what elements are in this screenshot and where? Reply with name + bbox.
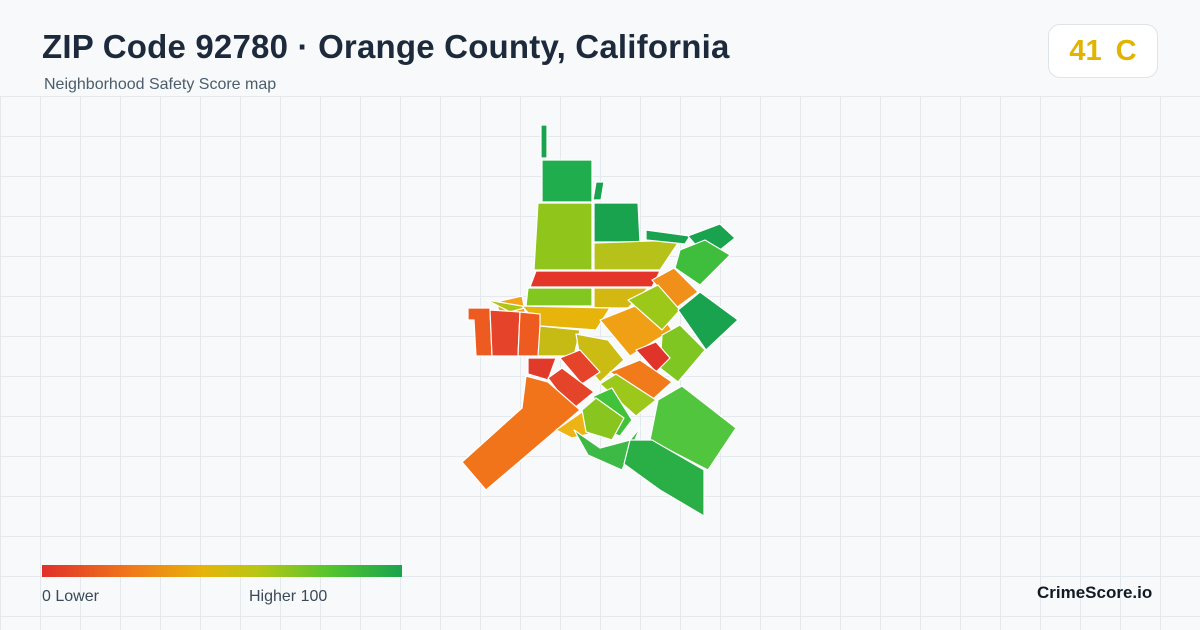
map-region-central-west[interactable] <box>525 287 593 307</box>
map-region-southwest-large[interactable] <box>461 375 581 491</box>
map-region-north-strip[interactable] <box>540 124 548 159</box>
map-region-south-lime[interactable] <box>599 373 657 417</box>
map-region-south-east-corner[interactable] <box>623 439 705 517</box>
map-region-west-block-a[interactable] <box>489 309 521 357</box>
map-region-east-green[interactable] <box>677 291 739 351</box>
map-region-northeast-loop[interactable] <box>674 239 731 286</box>
map-region-central-center[interactable] <box>593 287 649 309</box>
brand-logo-text[interactable]: CrimeScore.io <box>1037 583 1153 602</box>
safety-score-badge: 41 C <box>1048 24 1158 78</box>
map-region-north[interactable] <box>541 159 593 203</box>
score-value: 41 <box>1069 34 1102 67</box>
map-region-northeast-band[interactable] <box>593 239 681 271</box>
map-region-west-large[interactable] <box>467 307 493 357</box>
map-region-southeast-lime[interactable] <box>581 397 625 441</box>
map-region-south-red-a[interactable] <box>527 357 557 381</box>
map-region-west-yellow-lime[interactable] <box>537 325 581 357</box>
legend-max-label: Higher 100 <box>249 588 328 605</box>
map-region-southeast-large[interactable] <box>649 385 737 471</box>
map-region-northeast-strip[interactable] <box>645 229 691 245</box>
map-region-southeast-hub[interactable] <box>573 427 641 471</box>
page-title: ZIP Code 92780 · Orange County, Californ… <box>42 28 730 65</box>
map-region-west-cap[interactable] <box>486 299 529 313</box>
map-region-north-sliver[interactable] <box>592 181 605 201</box>
legend-min-label: 0 Lower <box>42 588 99 605</box>
map-region-west-block-b[interactable] <box>517 311 541 357</box>
legend-color-bar <box>42 565 402 577</box>
map-region-north-central-east[interactable] <box>593 202 641 243</box>
map-region-south-red-c[interactable] <box>635 341 671 373</box>
map-region-central-red-band[interactable] <box>529 270 661 288</box>
map-region-south-red-b[interactable] <box>559 349 601 385</box>
page-subtitle: Neighborhood Safety Score map <box>44 76 277 93</box>
map-region-north-central-west[interactable] <box>533 202 593 271</box>
score-grade: C <box>1115 34 1137 67</box>
